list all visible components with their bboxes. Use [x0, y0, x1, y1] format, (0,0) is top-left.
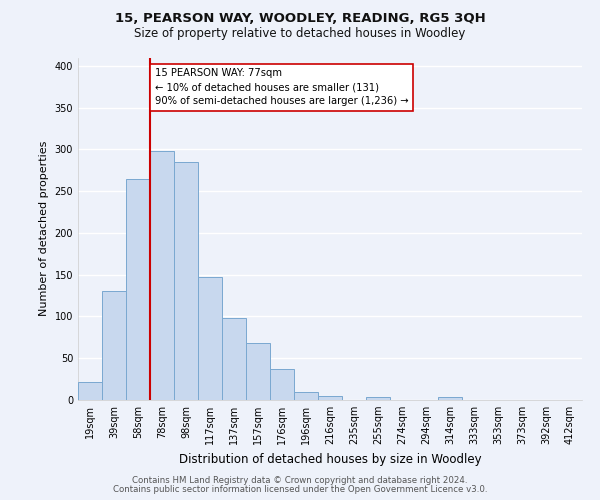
Text: Size of property relative to detached houses in Woodley: Size of property relative to detached ho…: [134, 28, 466, 40]
Bar: [246, 343, 270, 400]
Bar: [198, 277, 222, 400]
Y-axis label: Number of detached properties: Number of detached properties: [39, 141, 49, 316]
Text: Contains public sector information licensed under the Open Government Licence v3: Contains public sector information licen…: [113, 485, 487, 494]
X-axis label: Distribution of detached houses by size in Woodley: Distribution of detached houses by size …: [179, 452, 481, 466]
Bar: [438, 398, 462, 400]
Bar: [366, 398, 390, 400]
Bar: [294, 392, 318, 400]
Text: 15 PEARSON WAY: 77sqm
← 10% of detached houses are smaller (131)
90% of semi-det: 15 PEARSON WAY: 77sqm ← 10% of detached …: [155, 68, 409, 106]
Bar: [174, 162, 198, 400]
Bar: [270, 369, 294, 400]
Bar: [102, 292, 126, 400]
Bar: [150, 151, 174, 400]
Bar: [78, 382, 102, 400]
Bar: [126, 178, 150, 400]
Bar: [318, 396, 342, 400]
Text: Contains HM Land Registry data © Crown copyright and database right 2024.: Contains HM Land Registry data © Crown c…: [132, 476, 468, 485]
Bar: [222, 318, 246, 400]
Text: 15, PEARSON WAY, WOODLEY, READING, RG5 3QH: 15, PEARSON WAY, WOODLEY, READING, RG5 3…: [115, 12, 485, 26]
